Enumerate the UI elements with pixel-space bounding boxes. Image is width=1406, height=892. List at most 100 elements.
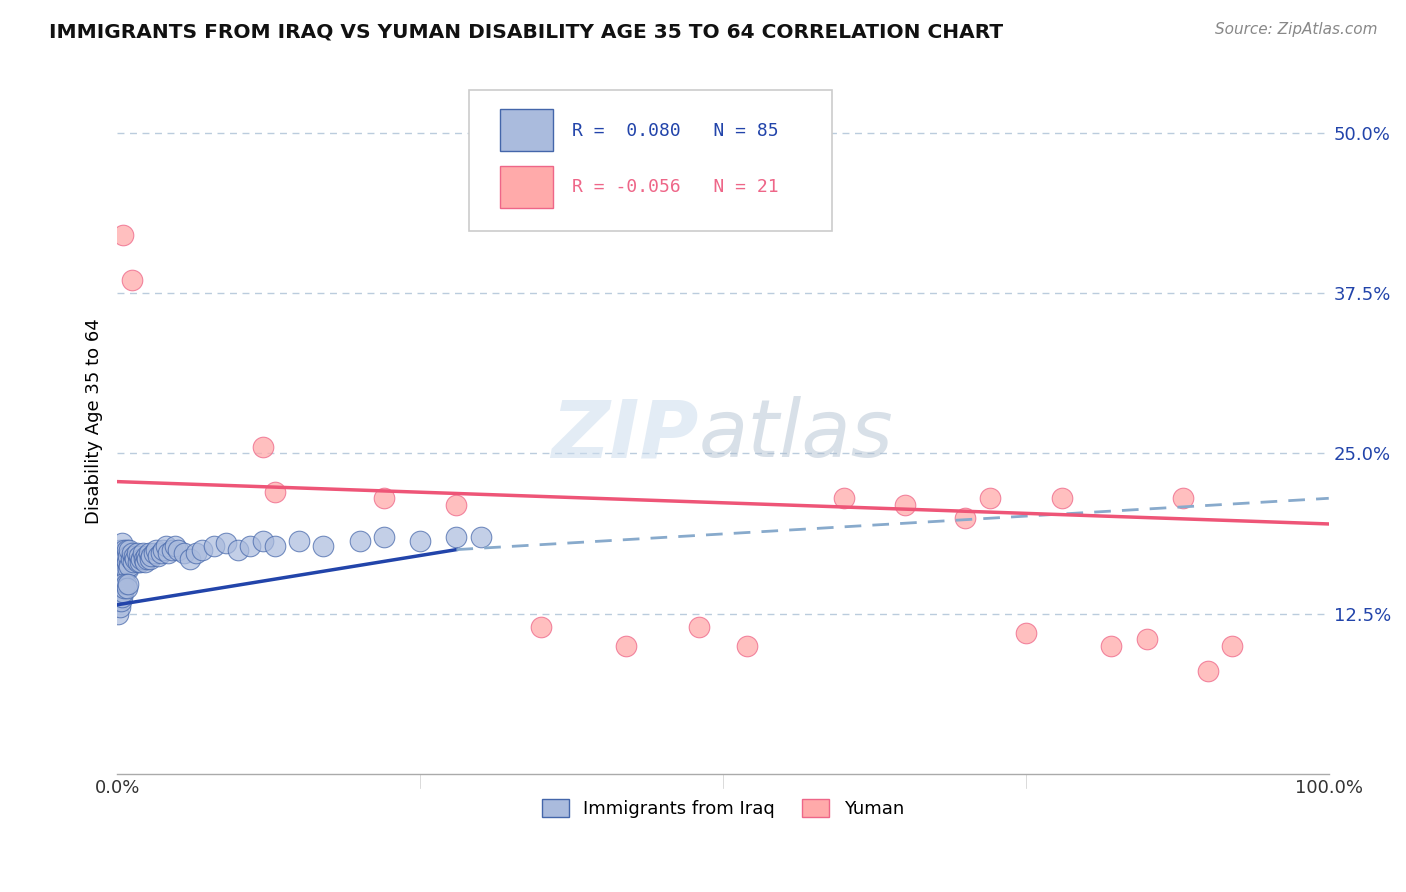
Point [148,549,170,563]
Point [202,539,225,553]
Point [114,562,136,576]
Point [252,440,274,454]
Point [122,549,145,563]
Point [122,556,145,570]
Point [118,542,141,557]
Point [114,542,136,557]
Point [112,577,135,591]
Point [179,551,201,566]
Point [252,533,274,548]
Point [128,549,150,563]
Point [263,484,285,499]
Point [688,619,710,633]
Point [1099,639,1122,653]
Point [107,607,129,621]
Point [124,551,146,566]
Point [165,539,187,553]
Point [152,542,174,557]
Point [446,498,468,512]
Point [114,549,136,563]
Point [107,581,129,595]
Point [114,577,136,591]
Point [110,574,132,589]
Point [110,594,132,608]
Point [112,546,135,560]
Point [614,639,637,653]
Point [117,562,139,576]
Point [111,536,134,550]
Point [184,546,207,560]
Point [1173,491,1195,506]
Point [120,551,142,566]
Point [129,556,152,570]
Text: Source: ZipAtlas.com: Source: ZipAtlas.com [1215,22,1378,37]
Point [955,510,977,524]
Point [111,590,134,604]
Point [118,559,141,574]
Point [111,551,134,566]
Text: R = -0.056   N = 21: R = -0.056 N = 21 [571,178,778,196]
Point [312,539,335,553]
Point [112,228,135,243]
Point [107,568,129,582]
Text: IMMIGRANTS FROM IRAQ VS YUMAN DISABILITY AGE 35 TO 64 CORRELATION CHART: IMMIGRANTS FROM IRAQ VS YUMAN DISABILITY… [49,22,1004,41]
Point [108,556,131,570]
Point [107,549,129,563]
FancyBboxPatch shape [501,166,554,208]
Point [131,551,153,566]
Point [263,539,285,553]
Point [115,542,138,557]
Point [110,549,132,563]
Text: ZIP: ZIP [551,396,699,475]
Point [139,551,162,566]
Point [117,549,139,563]
Point [160,542,183,557]
Y-axis label: Disability Age 35 to 64: Disability Age 35 to 64 [86,318,103,524]
Point [228,542,250,557]
Point [979,491,1001,506]
Point [149,546,172,560]
Point [1220,639,1243,653]
FancyBboxPatch shape [468,90,832,231]
Point [155,539,177,553]
Point [125,546,148,560]
Point [112,585,135,599]
Point [173,546,195,560]
Point [373,530,395,544]
Point [114,581,136,595]
Point [157,546,180,560]
Point [107,594,129,608]
Point [139,549,162,563]
Point [135,549,157,563]
Point [117,577,139,591]
Point [108,568,131,582]
Point [832,491,855,506]
Point [108,542,131,557]
Point [142,546,165,560]
Point [288,533,311,548]
Legend: Immigrants from Iraq, Yuman: Immigrants from Iraq, Yuman [534,791,911,825]
Point [132,551,155,566]
Point [115,556,138,570]
Point [409,533,432,548]
Point [110,581,132,595]
Point [215,536,238,550]
Point [108,600,131,615]
Point [138,546,160,560]
Point [131,546,153,560]
Point [349,533,371,548]
Point [111,572,134,586]
Point [470,530,492,544]
Point [115,581,138,595]
Point [1015,626,1038,640]
Point [108,587,131,601]
Point [191,542,214,557]
Point [373,491,395,506]
Point [114,568,136,582]
Point [110,562,132,576]
Point [145,542,167,557]
Point [121,546,143,560]
Text: atlas: atlas [699,396,893,475]
Point [108,587,131,601]
Point [136,551,159,566]
